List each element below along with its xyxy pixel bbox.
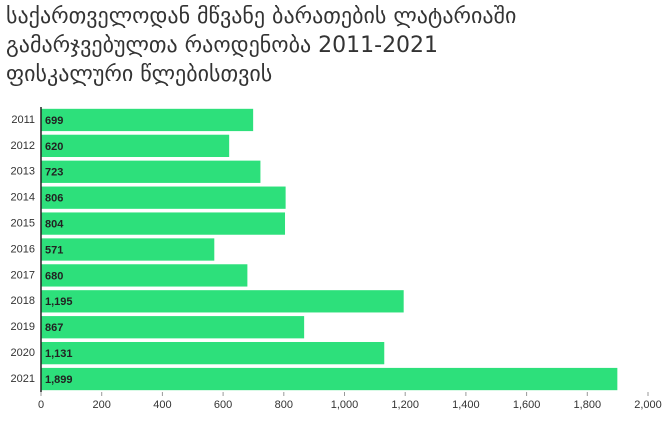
value-label: 699 [45,115,63,127]
bar [41,264,248,287]
x-tick-label: 0 [38,399,44,411]
y-tick-label: 2016 [11,243,35,255]
x-tick-label: 1,200 [391,399,419,411]
x-tick-label: 1,000 [331,399,359,411]
x-tick-label: 800 [275,399,293,411]
y-tick-label: 2013 [11,166,35,178]
value-label: 571 [45,244,63,256]
y-tick-label: 2019 [11,321,35,333]
bar [41,160,261,183]
value-label: 1,899 [45,374,73,386]
chart-title: საქართველოდან მწვანე ბარათების ლატარიაში… [6,4,517,87]
y-tick-label: 2017 [11,269,35,281]
y-tick-label: 2011 [11,114,35,126]
x-tick-label: 1,400 [452,399,480,411]
value-label: 804 [45,218,64,230]
bar [41,290,404,313]
value-label: 806 [45,193,63,205]
value-label: 620 [45,141,63,153]
value-label: 680 [45,270,63,282]
x-tick-label: 1,800 [574,399,602,411]
x-tick-label: 2,000 [634,399,662,411]
value-label: 1,195 [45,296,73,308]
value-label: 723 [45,167,63,179]
y-tick-label: 2014 [11,192,35,204]
bar [41,134,230,158]
x-tick-label: 1,600 [513,399,541,411]
y-tick-label: 2018 [11,295,35,307]
bar [41,186,286,209]
bar [41,316,305,339]
y-tick-label: 2012 [11,140,35,152]
y-tick-label: 2020 [11,347,35,359]
x-tick-label: 400 [153,399,171,411]
x-tick-label: 600 [214,399,232,411]
value-label: 1,131 [45,348,73,360]
y-tick-label: 2015 [11,217,35,229]
bar [41,108,254,132]
value-label: 867 [45,322,63,334]
bar [41,238,215,261]
bar [41,341,385,365]
x-tick-label: 200 [93,399,111,411]
y-tick-label: 2021 [11,373,35,385]
bar [41,212,286,235]
bar [41,367,618,391]
